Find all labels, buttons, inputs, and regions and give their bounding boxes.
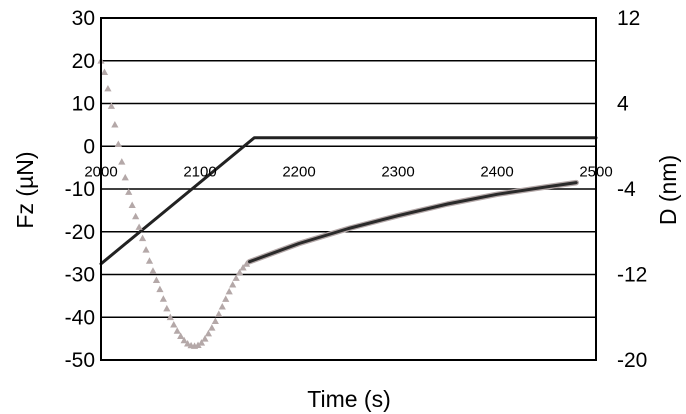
data-point [194, 341, 202, 348]
y-left-tick-label: 0 [83, 135, 95, 158]
y-left-tick-label: -30 [65, 264, 95, 287]
data-point [121, 173, 129, 181]
data-point [118, 158, 126, 165]
data-point [170, 320, 178, 328]
series-line [248, 181, 578, 264]
x-tick-label: 2100 [183, 163, 216, 180]
data-point [225, 287, 233, 295]
plot-frame [100, 17, 597, 361]
y-left-tick-label: -20 [65, 221, 95, 244]
data-point [173, 327, 181, 334]
data-point [242, 260, 251, 267]
data-point [142, 246, 150, 253]
y-left-tick-label: -10 [65, 178, 95, 201]
x-tick-label: 2400 [480, 163, 513, 180]
data-point [125, 188, 133, 195]
data-point [236, 268, 244, 276]
y-left-tick-label: -50 [65, 349, 95, 372]
data-point [218, 303, 226, 310]
series-line [99, 136, 598, 266]
x-tick-label: 2300 [381, 163, 414, 180]
data-point [111, 121, 119, 128]
data-point [100, 68, 109, 76]
data-point [201, 335, 209, 342]
data-point [229, 281, 237, 288]
y-axis-left-title: Fz (µN) [12, 151, 38, 228]
data-point [156, 285, 164, 293]
data-point [145, 257, 154, 264]
x-tick-label: 2200 [282, 163, 315, 180]
data-point [159, 295, 167, 302]
y-right-tick-label: -12 [617, 264, 647, 287]
data-point [138, 234, 147, 242]
y-left-tick-label: 10 [72, 93, 95, 116]
data-point [107, 102, 115, 109]
y-axis-right-title: D (nm) [655, 155, 681, 225]
data-point [135, 223, 143, 230]
data-point [163, 304, 171, 312]
x-tick-label: 2000 [84, 163, 117, 180]
data-point [114, 140, 122, 147]
data-point [222, 295, 230, 302]
x-tick-label: 2500 [579, 163, 612, 180]
series-line [246, 179, 579, 265]
data-point [152, 276, 161, 283]
data-point [215, 310, 223, 317]
data-point [239, 264, 247, 271]
data-point [149, 267, 157, 274]
data-point [166, 313, 174, 321]
y-right-tick-label: 12 [617, 7, 640, 30]
y-right-tick-label: 4 [617, 93, 629, 116]
y-right-tick-label: -4 [617, 178, 636, 201]
data-point [180, 336, 188, 344]
data-point [208, 324, 216, 331]
x-axis-title: Time (s) [307, 386, 390, 412]
data-point [232, 274, 240, 281]
y-left-tick-label: 20 [72, 50, 95, 73]
data-point [204, 329, 213, 337]
data-point [132, 212, 140, 220]
plot-series [97, 57, 598, 349]
series-markers [97, 57, 251, 349]
data-point [197, 339, 206, 346]
y-left-tick-label: 30 [72, 7, 95, 30]
y-left-tick-label: -40 [65, 306, 95, 329]
data-point [211, 317, 219, 324]
y-right-tick-label: -20 [617, 349, 647, 372]
data-point [128, 201, 136, 208]
data-point [177, 332, 185, 339]
data-point [104, 84, 112, 92]
tick-labels: 30 20 10 0 -10 -20 -30 -40 -50 12 4 -4 -12 -20 2000 210… [65, 7, 648, 372]
